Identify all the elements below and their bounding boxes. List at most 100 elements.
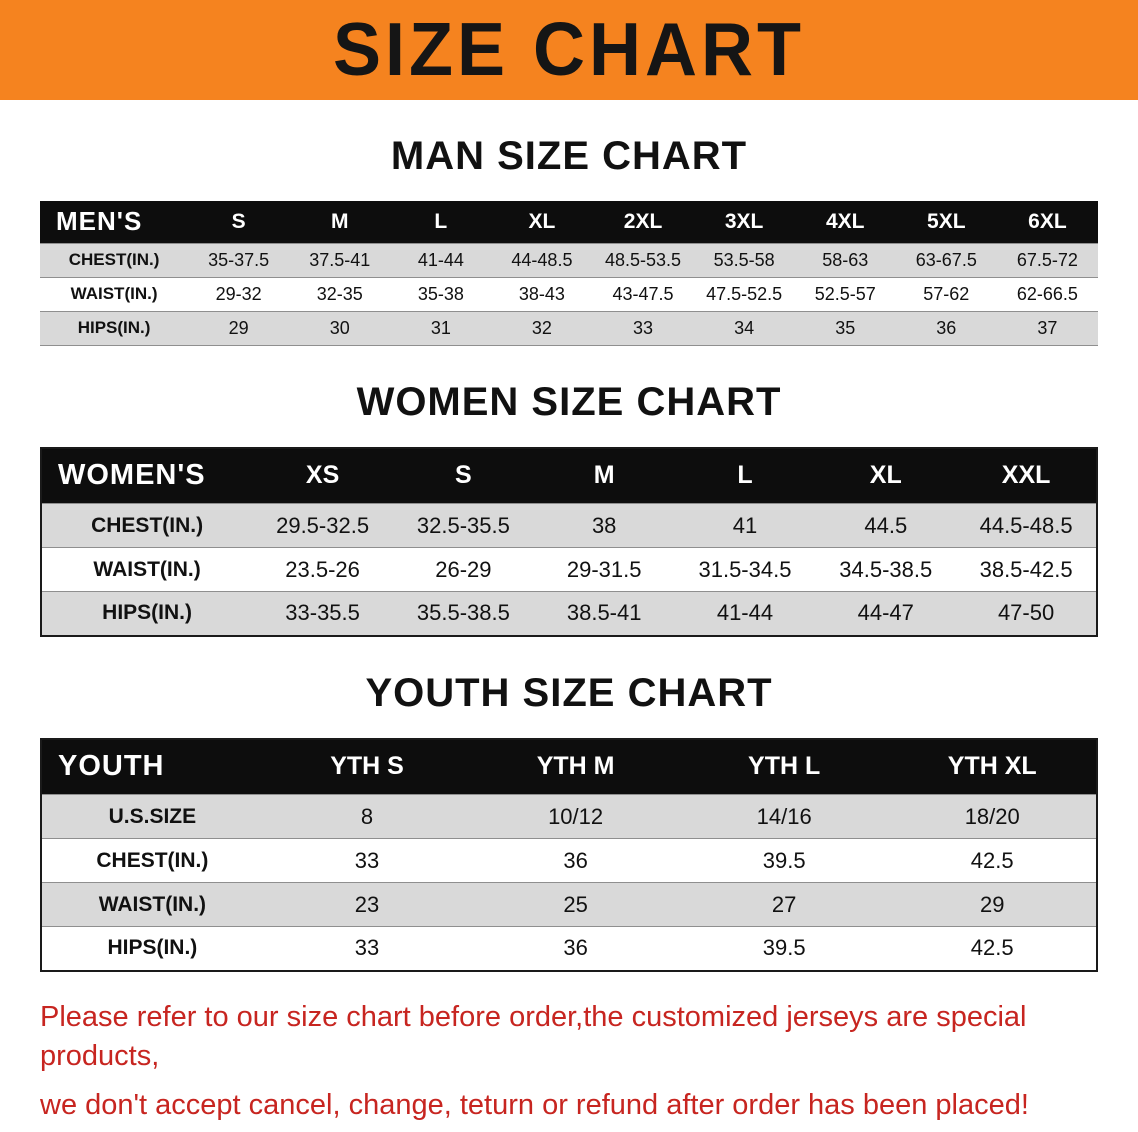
value-cell: 18/20 [964,803,1020,829]
men-size-chart-section: MAN SIZE CHART MEN'S S M L XL 2XL 3XL 4XL 5XL 6XL… [0,134,1138,346]
youth-size-table: YOUTH YTH S YTH M YTH L YTH XL U.S.SIZE 8 10/12… [40,737,1098,972]
table-body: U.S.SIZE 8 10/12 14/16 18/20 CHEST(IN.) 33 36 39… [41,794,1097,971]
table-body: CHEST(IN.) 29.5-32.5 32.5-35.5 38 41 44.5 44.5… [41,503,1097,636]
value-cell: 29.5-32.5 [276,512,370,538]
value-cell: 38-43 [518,283,565,304]
size-column-header: XL [528,209,556,233]
value-cell: 10/12 [548,803,604,829]
value-cell: 33 [633,317,654,338]
value-cell: 27 [771,891,797,917]
size-column-header: XS [305,461,340,490]
size-column-header: YTH XL [947,752,1037,781]
women-size-chart-heading: WOMEN SIZE CHART [356,379,782,424]
youth-size-chart-section: YOUTH SIZE CHART YOUTH YTH S YTH M YTH L YTH… [0,671,1138,972]
table-header-row: MEN'S S M L XL 2XL 3XL 4XL 5XL 6XL [40,201,1098,243]
value-cell: 33-35.5 [285,600,360,626]
measurement-row: CHEST(IN.) 35-37.5 37.5-41 41-44 44-48.5 48.5… [40,243,1098,277]
value-cell: 43-47.5 [612,283,674,304]
value-cell: 37.5-41 [309,249,371,270]
row-label-cell: WAIST(IN.) [93,557,201,581]
size-column-header: 2XL [623,209,663,233]
value-cell: 35-38 [417,283,464,304]
value-cell: 62-66.5 [1016,283,1078,304]
value-cell: 30 [329,317,350,338]
row-label-cell: U.S.SIZE [108,804,197,828]
value-cell: 33 [354,847,380,873]
men-size-table: MEN'S S M L XL 2XL 3XL 4XL 5XL 6XL CHEST(IN.) 35-37… [40,201,1098,346]
youth-size-chart-heading: YOUTH SIZE CHART [365,670,773,715]
measurement-row: CHEST(IN.) 33 36 39.5 42.5 [41,838,1097,883]
measurement-row: HIPS(IN.) 29 30 31 32 33 34 35 36 37 [40,311,1098,345]
table-head: YOUTH YTH S YTH M YTH L YTH XL [41,738,1097,795]
size-column-header: YTH S [330,752,404,781]
value-cell: 38.5-42.5 [979,556,1073,582]
women-size-chart-section: WOMEN SIZE CHART WOMEN'S XS S M L XL XXL CHEST(… [0,380,1138,637]
value-cell: 29-32 [215,283,262,304]
value-cell: 41-44 [716,600,774,626]
value-cell: 57-62 [923,283,970,304]
value-cell: 36 [936,317,957,338]
value-cell: 58-63 [822,249,869,270]
women-size-table: WOMEN'S XS S M L XL XXL CHEST(IN.) 29.5-32.5 32.5… [40,446,1098,637]
size-column-header: M [331,209,349,233]
page-title: SIZE CHART [333,8,805,92]
value-cell: 31.5-34.5 [698,556,792,582]
value-cell: 26-29 [435,556,492,582]
value-cell: 36 [563,935,588,961]
value-cell: 32 [531,317,552,338]
value-cell: 23.5-26 [285,556,360,582]
value-cell: 29 [979,891,1005,917]
measurement-row: WAIST(IN.) 23 25 27 29 [41,882,1097,927]
size-column-header: YTH M [536,752,615,781]
measurement-row: WAIST(IN.) 23.5-26 26-29 29-31.5 31.5-34.5 34… [41,547,1097,592]
table-head: WOMEN'S XS S M L XL XXL [41,447,1097,504]
measurement-row: HIPS(IN.) 33-35.5 35.5-38.5 38.5-41 41-44 44-… [41,591,1097,636]
row-label-cell: CHEST(IN.) [96,848,209,872]
table-header-row: YOUTH YTH S YTH M YTH L YTH XL [41,738,1097,795]
value-cell: 53.5-58 [713,249,775,270]
men-size-chart-heading: MAN SIZE CHART [390,134,748,178]
value-cell: 31 [430,317,451,338]
size-column-header: L [737,461,753,490]
row-label-cell: CHEST(IN.) [68,250,160,269]
table-title-cell: YOUTH [58,750,165,783]
value-cell: 44-47 [857,600,914,626]
row-label-cell: HIPS(IN.) [77,318,151,337]
value-cell: 67.5-72 [1016,249,1078,270]
size-column-header: L [434,209,448,233]
size-column-header: 3XL [724,209,764,233]
value-cell: 63-67.5 [915,249,977,270]
value-cell: 29-31.5 [566,556,642,582]
value-cell: 42.5 [970,935,1014,961]
value-cell: 8 [360,803,374,829]
size-column-header: 4XL [825,209,865,233]
value-cell: 48.5-53.5 [605,249,682,270]
size-column-header: 5XL [927,209,966,233]
value-cell: 35 [835,317,856,338]
value-cell: 39.5 [762,847,806,873]
row-label-cell: HIPS(IN.) [107,936,198,960]
value-cell: 33 [354,935,380,961]
size-column-header: YTH L [748,752,821,781]
size-column-header: XXL [1001,461,1051,490]
value-cell: 14/16 [756,803,812,829]
size-column-header: S [455,461,472,490]
value-cell: 35-37.5 [208,249,270,270]
measurement-row: U.S.SIZE 8 10/12 14/16 18/20 [41,794,1097,839]
disclaimer-line-2: we don't accept cancel, change, teturn o… [40,1088,1029,1121]
size-column-header: 6XL [1028,209,1067,233]
row-label-cell: WAIST(IN.) [70,284,158,303]
value-cell: 52.5-57 [814,283,876,304]
value-cell: 44.5-48.5 [979,512,1073,538]
value-cell: 25 [563,891,588,917]
row-label-cell: WAIST(IN.) [98,892,207,916]
size-column-header: XL [869,461,902,490]
value-cell: 29 [228,317,249,338]
value-cell: 41-44 [417,249,464,270]
disclaimer: Please refer to our size chart before or… [40,998,1098,1125]
value-cell: 37 [1037,317,1058,338]
value-cell: 36 [563,847,588,873]
value-cell: 41 [732,512,758,538]
measurement-row: HIPS(IN.) 33 36 39.5 42.5 [41,926,1097,971]
value-cell: 44.5 [864,512,908,538]
